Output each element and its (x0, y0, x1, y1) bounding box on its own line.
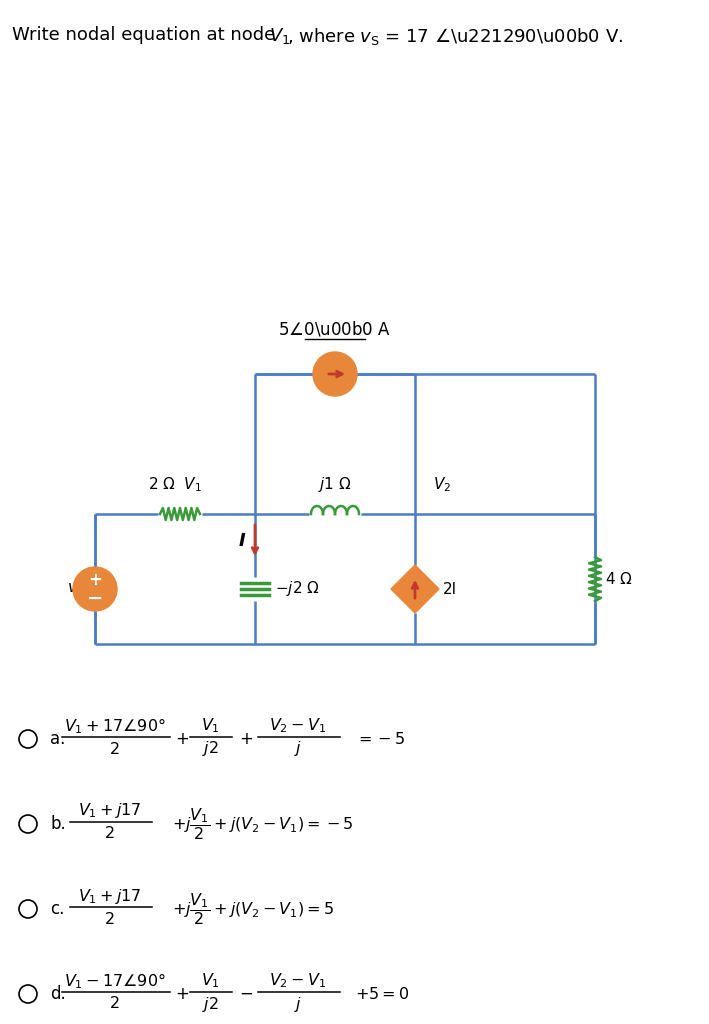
Text: 2: 2 (105, 826, 115, 842)
Text: +: + (88, 571, 102, 589)
Text: $V_2$: $V_2$ (433, 475, 451, 494)
Text: $V_1 - 17\angle 90°$: $V_1 - 17\angle 90°$ (64, 971, 166, 991)
Text: 4 $\Omega$: 4 $\Omega$ (605, 571, 632, 587)
Text: b.: b. (50, 815, 66, 833)
Text: , where $v_\mathrm{S}$ = 17 $\angle$\u221290\u00b0 V.: , where $v_\mathrm{S}$ = 17 $\angle$\u22… (287, 26, 623, 47)
Text: +: + (175, 985, 189, 1002)
Text: I: I (239, 531, 245, 550)
Text: $= -5$: $= -5$ (355, 731, 405, 746)
Text: $+ 5 = 0$: $+ 5 = 0$ (355, 986, 409, 1002)
Text: $-j2\ \Omega$: $-j2\ \Omega$ (275, 580, 320, 598)
Circle shape (73, 567, 117, 611)
Text: $+ j\dfrac{V_1}{2} + j(V_2 - V_1) = 5$: $+ j\dfrac{V_1}{2} + j(V_2 - V_1) = 5$ (172, 891, 334, 927)
Text: $V_1 + 17\angle 90°$: $V_1 + 17\angle 90°$ (64, 716, 166, 736)
Text: a.: a. (50, 730, 65, 748)
Text: $V_1 + j17$: $V_1 + j17$ (78, 887, 142, 905)
Text: $V_2 - V_1$: $V_2 - V_1$ (269, 717, 327, 735)
Text: $j$: $j$ (294, 994, 302, 1014)
Text: −: − (239, 985, 253, 1002)
Text: 2: 2 (110, 741, 120, 757)
Text: d.: d. (50, 985, 66, 1002)
Text: $j$: $j$ (294, 739, 302, 759)
Text: +: + (175, 730, 189, 748)
Text: $V_1$: $V_1$ (201, 972, 220, 990)
Text: Write nodal equation at node: Write nodal equation at node (12, 26, 281, 44)
Text: 5$\angle$0\u00b0 A: 5$\angle$0\u00b0 A (279, 319, 391, 339)
Text: 2I: 2I (443, 582, 457, 597)
Text: $V_1$: $V_1$ (201, 717, 220, 735)
Circle shape (313, 352, 357, 396)
Polygon shape (391, 565, 439, 613)
Text: $j2$: $j2$ (201, 739, 218, 759)
Text: 2: 2 (105, 911, 115, 927)
Text: $v_s$: $v_s$ (67, 582, 83, 597)
Text: $j2$: $j2$ (201, 994, 218, 1014)
Text: $+ j\dfrac{V_1}{2} + j(V_2 - V_1) = -5$: $+ j\dfrac{V_1}{2} + j(V_2 - V_1) = -5$ (172, 806, 354, 842)
Text: $V_1 + j17$: $V_1 + j17$ (78, 802, 142, 820)
Text: 2 $\Omega$  $V_1$: 2 $\Omega$ $V_1$ (148, 475, 202, 494)
Text: $j$1 $\Omega$: $j$1 $\Omega$ (318, 475, 352, 494)
Text: c.: c. (50, 900, 65, 918)
Text: $V_1$: $V_1$ (269, 26, 290, 46)
Text: 2: 2 (110, 996, 120, 1012)
Text: −: − (86, 589, 104, 607)
Text: +: + (239, 730, 253, 748)
Text: $V_2 - V_1$: $V_2 - V_1$ (269, 972, 327, 990)
